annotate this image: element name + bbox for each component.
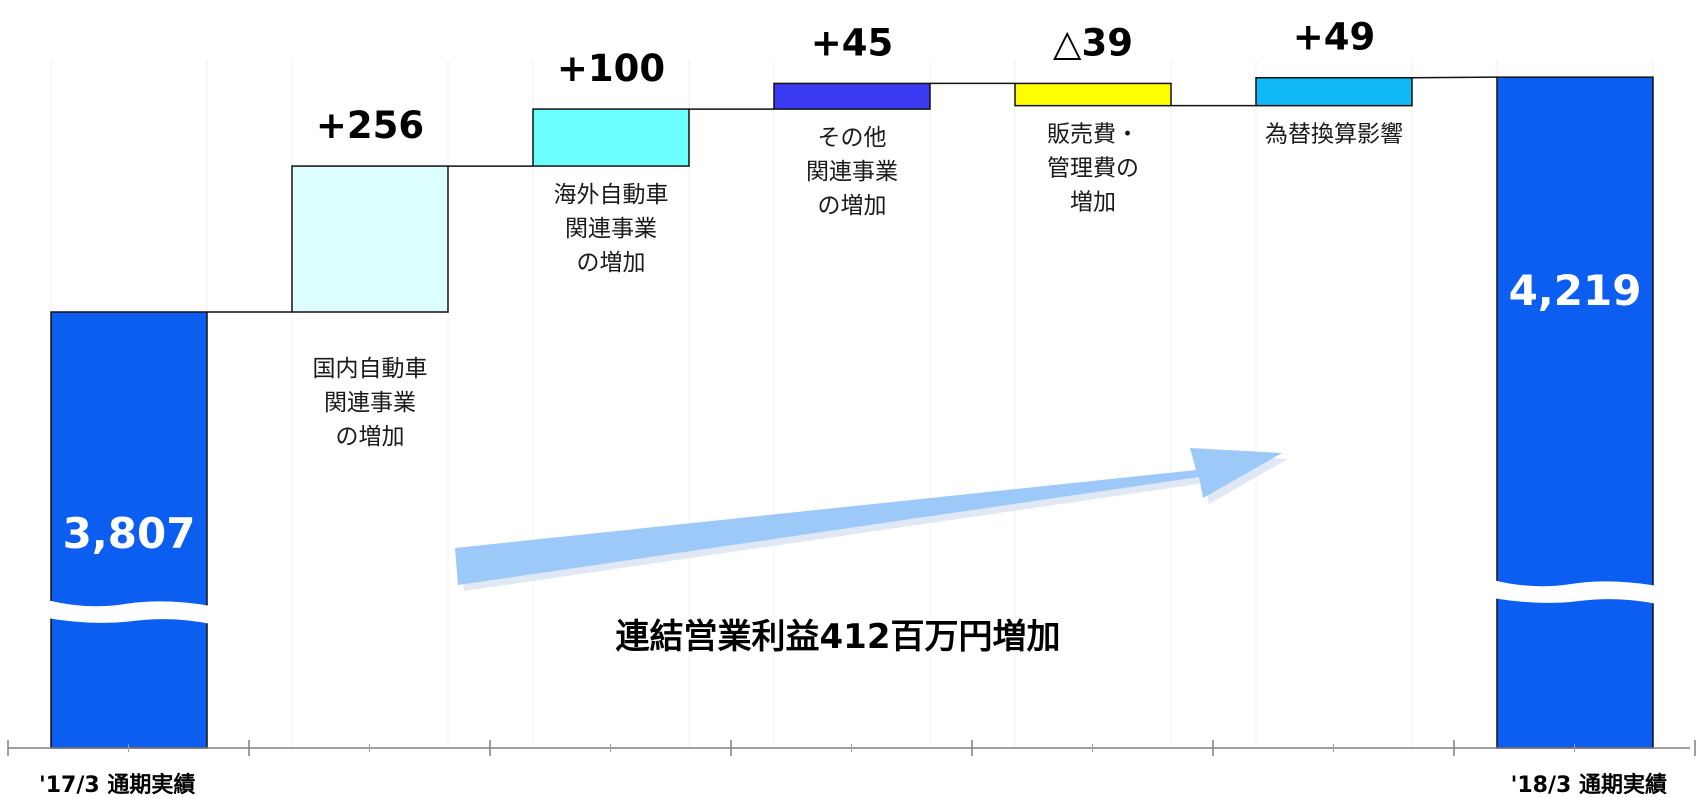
category-label: 海外自動車 (554, 182, 669, 208)
connector-line (1411, 76, 1498, 79)
category-label: の増加 (336, 424, 405, 450)
category-label: 関連事業 (565, 216, 657, 242)
end-axis-break (1493, 580, 1657, 604)
end-axis-label: '18/3 通期実績 (1511, 772, 1667, 798)
category-label: その他 (818, 125, 887, 151)
end-value-label: 4,219 (1509, 266, 1642, 315)
connector-lines (207, 76, 1498, 313)
x-axis (7, 740, 1696, 756)
summary-text: 連結営業利益412百万円増加 (616, 617, 1061, 657)
delta-label: +49 (1293, 16, 1376, 59)
step-bar (773, 82, 931, 110)
delta-label: +45 (811, 21, 894, 64)
summary-arrow-body (455, 448, 1282, 585)
step-bar (291, 165, 449, 313)
category-label: の増加 (577, 250, 646, 276)
category-label: 販売費・ (1047, 122, 1139, 148)
start-bar (50, 311, 208, 749)
start-value-label: 3,807 (63, 509, 196, 558)
step-bar (1014, 82, 1172, 107)
start-axis-label: '17/3 通期実績 (39, 772, 195, 798)
category-label: 国内自動車 (313, 356, 428, 382)
delta-label: +256 (316, 104, 424, 147)
step-bar (1255, 76, 1413, 107)
bars (47, 60, 1657, 749)
category-label: の増加 (818, 193, 887, 219)
labels: 3,807+256国内自動車関連事業の増加+100海外自動車関連事業の増加+45… (39, 16, 1667, 798)
category-label: 増加 (1070, 190, 1116, 216)
step-bar (532, 108, 690, 167)
start-axis-break (47, 600, 211, 624)
category-label: 関連事業 (324, 390, 416, 416)
summary-arrow (455, 448, 1288, 591)
end-bar (1496, 76, 1654, 749)
category-label: 管理費の (1047, 156, 1139, 182)
category-label: 為替換算影響 (1265, 122, 1403, 148)
delta-label: △39 (1053, 21, 1133, 64)
category-label: 関連事業 (806, 159, 898, 185)
delta-label: +100 (557, 47, 665, 90)
